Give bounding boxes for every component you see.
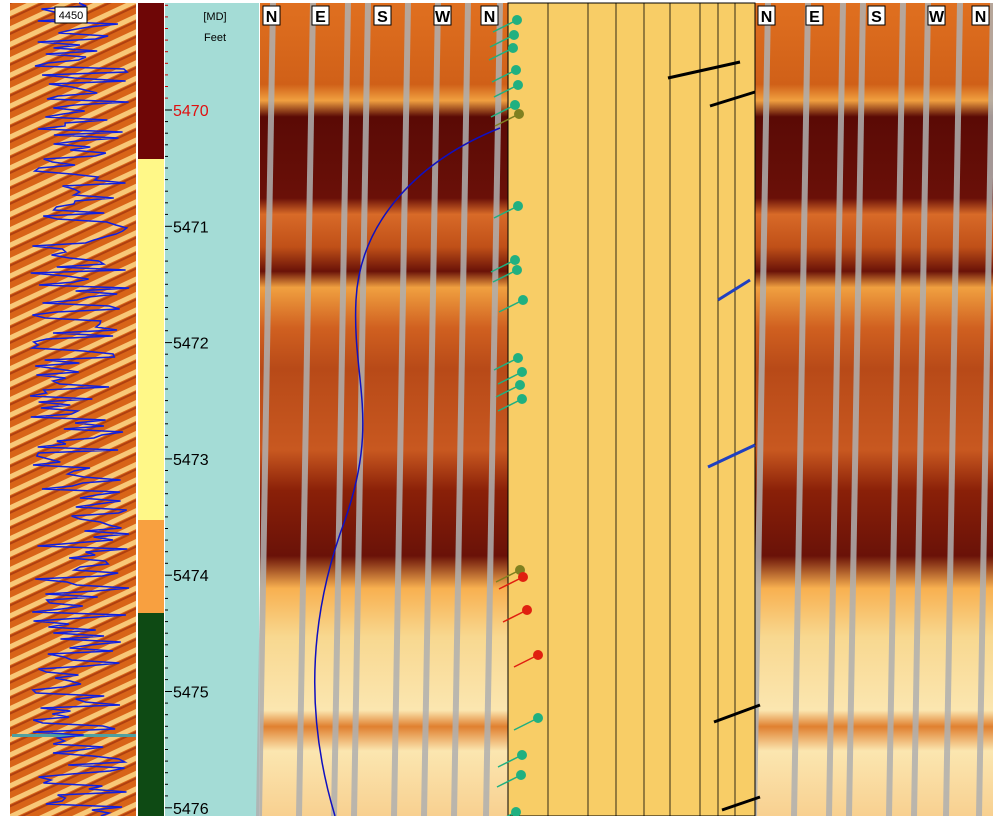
tadpole xyxy=(510,255,520,265)
tadpole xyxy=(510,100,520,110)
depth-label: 5474 xyxy=(173,568,209,585)
tadpole xyxy=(514,109,524,119)
compass-label: S xyxy=(871,9,882,26)
depth-label: 5475 xyxy=(173,685,209,702)
compass-label: W xyxy=(929,9,945,26)
compass-label: S xyxy=(377,9,388,26)
facies xyxy=(138,3,164,159)
facies xyxy=(138,613,164,816)
tadpole xyxy=(533,713,543,723)
depth-label: 5471 xyxy=(173,219,209,236)
tadpole xyxy=(517,394,527,404)
tadpole xyxy=(518,572,528,582)
facies xyxy=(138,159,164,520)
tadpole xyxy=(517,750,527,760)
compass-label: E xyxy=(809,9,820,26)
tadpole xyxy=(512,15,522,25)
tadpole xyxy=(518,295,528,305)
tadpole xyxy=(508,43,518,53)
tadpole xyxy=(511,65,521,75)
tadpole xyxy=(515,380,525,390)
tadpole xyxy=(513,353,523,363)
tadpole xyxy=(513,201,523,211)
facies xyxy=(138,520,164,613)
image-track xyxy=(260,3,508,816)
compass-label: N xyxy=(761,9,773,26)
compass-label: N xyxy=(266,9,278,26)
tadpole xyxy=(509,30,519,40)
tadpole xyxy=(516,770,526,780)
depth-label: 5472 xyxy=(173,336,209,353)
tadpole xyxy=(522,605,532,615)
tadpole xyxy=(512,265,522,275)
compass-label: W xyxy=(435,9,451,26)
compass-label: N xyxy=(975,9,987,26)
log-viewer: 4450 [MD] Feet 5470 5471 5472 5473 5474 5475 5… xyxy=(0,0,993,816)
depth-ref: [MD] xyxy=(203,11,226,23)
tadpole xyxy=(517,367,527,377)
scale-label: 4450 xyxy=(59,10,83,22)
tadpole xyxy=(513,80,523,90)
depth-unit: Feet xyxy=(204,32,226,44)
compass-label: N xyxy=(484,9,496,26)
tadpole xyxy=(533,650,543,660)
depth-label: 5470 xyxy=(173,103,209,120)
depth-label: 5476 xyxy=(173,801,209,816)
depth-label: 5473 xyxy=(173,452,209,469)
compass-label: E xyxy=(315,9,326,26)
